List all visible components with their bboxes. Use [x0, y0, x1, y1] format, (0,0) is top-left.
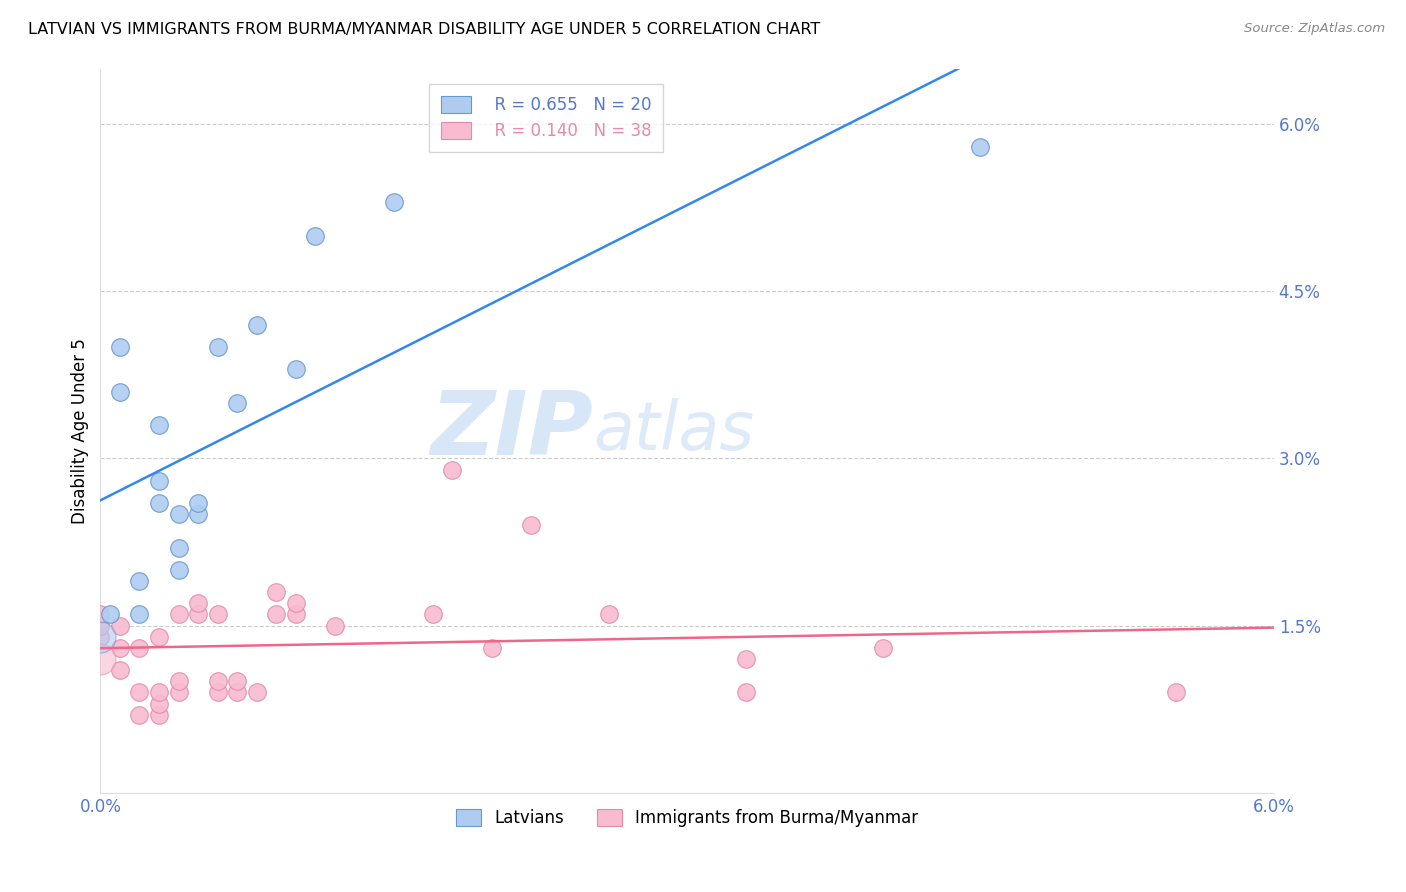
Point [167, 607, 190, 622]
Point [481, 640, 503, 655]
Point [284, 596, 307, 610]
Legend: Latvians, Immigrants from Burma/Myanmar: Latvians, Immigrants from Burma/Myanmar [447, 800, 927, 835]
Point [382, 195, 405, 210]
Point [128, 707, 150, 722]
Point [872, 640, 894, 655]
Text: ZIP: ZIP [430, 387, 593, 474]
Point [969, 139, 991, 153]
Point [148, 685, 170, 699]
Point [108, 340, 131, 354]
Point [148, 417, 170, 432]
Point [108, 384, 131, 399]
Point [207, 340, 229, 354]
Point [734, 685, 756, 699]
Point [187, 507, 209, 521]
Point [284, 362, 307, 376]
Point [519, 518, 541, 533]
Point [441, 462, 464, 476]
Point [148, 697, 170, 711]
Point [89, 618, 111, 632]
Point [167, 674, 190, 689]
Y-axis label: Disability Age Under 5: Disability Age Under 5 [72, 338, 89, 524]
Point [734, 652, 756, 666]
Text: Source: ZipAtlas.com: Source: ZipAtlas.com [1244, 22, 1385, 36]
Point [598, 607, 620, 622]
Point [187, 496, 209, 510]
Point [207, 607, 229, 622]
Point [98, 607, 121, 622]
Point [422, 607, 444, 622]
Point [266, 607, 288, 622]
Point [304, 228, 326, 243]
Point [167, 541, 190, 555]
Point [226, 395, 249, 409]
Point [167, 507, 190, 521]
Point [246, 685, 269, 699]
Point [323, 618, 346, 632]
Point [108, 663, 131, 677]
Point [128, 640, 150, 655]
Point [89, 607, 111, 622]
Point [207, 685, 229, 699]
Point [167, 685, 190, 699]
Text: LATVIAN VS IMMIGRANTS FROM BURMA/MYANMAR DISABILITY AGE UNDER 5 CORRELATION CHAR: LATVIAN VS IMMIGRANTS FROM BURMA/MYANMAR… [28, 22, 820, 37]
Point [148, 474, 170, 488]
Point [1164, 685, 1187, 699]
Point [148, 630, 170, 644]
Point [148, 707, 170, 722]
Point [187, 607, 209, 622]
Point [89, 630, 111, 644]
Text: atlas: atlas [593, 398, 755, 464]
Point [89, 630, 111, 644]
Point [89, 652, 111, 666]
Point [167, 563, 190, 577]
Point [187, 596, 209, 610]
Point [128, 607, 150, 622]
Point [226, 674, 249, 689]
Point [108, 618, 131, 632]
Point [226, 685, 249, 699]
Point [108, 640, 131, 655]
Point [266, 585, 288, 599]
Point [284, 607, 307, 622]
Point [207, 674, 229, 689]
Point [128, 685, 150, 699]
Point [148, 496, 170, 510]
Point [246, 318, 269, 332]
Point [128, 574, 150, 588]
